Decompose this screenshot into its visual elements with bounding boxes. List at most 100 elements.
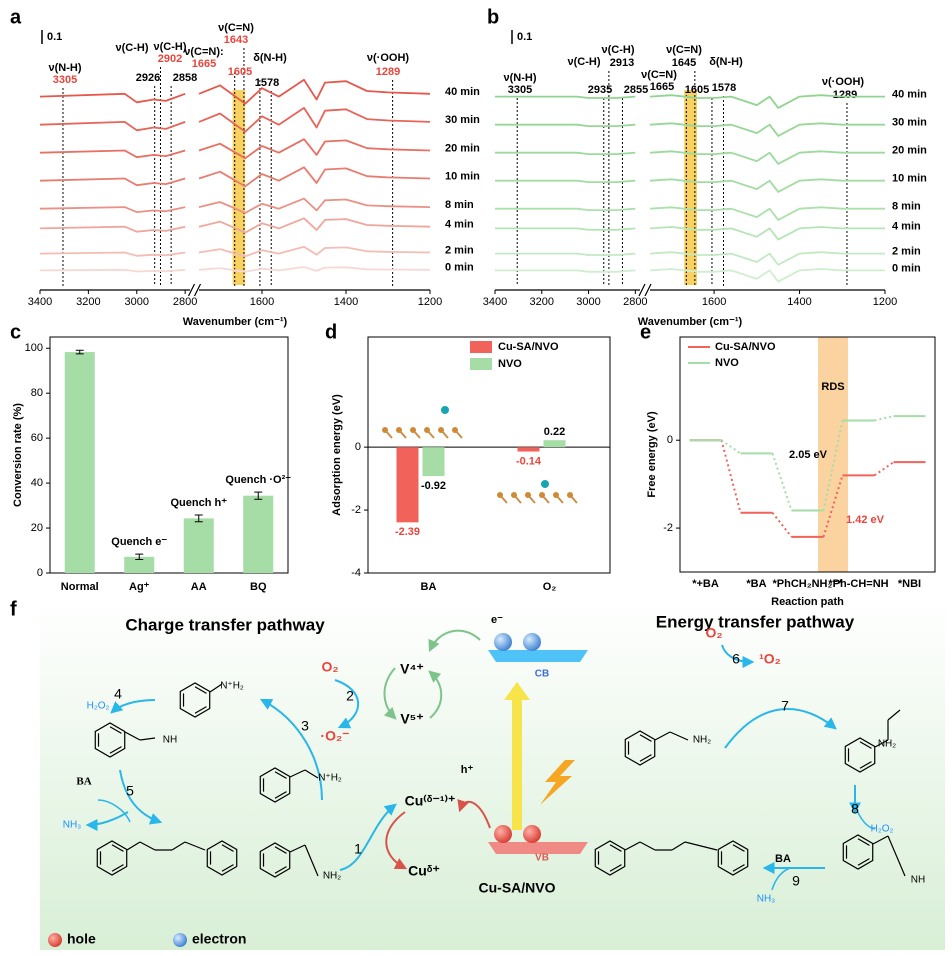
scheme-label: N⁺H₂ (220, 681, 244, 692)
scheme-label: NH₂ (878, 739, 896, 750)
series-label: 30 min (892, 117, 927, 129)
rds-label: RDS (821, 381, 844, 393)
peak-label: ν(C=N) (218, 22, 254, 34)
energy-connector (720, 439, 742, 455)
x-tick-label: 2800 (173, 296, 197, 308)
peak-label: ν(N-H) (49, 62, 82, 74)
legend-swatch (470, 358, 492, 370)
arrow (854, 804, 876, 830)
ring-double-bond (109, 726, 122, 734)
series-label: 0 min (445, 262, 474, 274)
x-tick-label: 2800 (623, 296, 647, 308)
series-label: 4 min (445, 219, 474, 231)
bond (669, 731, 689, 741)
peak-label: ν(N-H) (504, 72, 537, 84)
bond (289, 769, 306, 778)
x-tick-label: 3200 (530, 296, 554, 308)
bond (639, 841, 656, 851)
x-tick-label: 1400 (787, 296, 811, 308)
energy-annotation: 1.42 eV (846, 514, 885, 526)
series-label: 2 min (445, 244, 474, 256)
arrow (771, 867, 791, 891)
arrow (724, 708, 837, 749)
peak-value: 1289 (376, 66, 400, 78)
x-tick-label: O₂ (543, 581, 557, 593)
x-tick-label: *BA (746, 578, 766, 590)
plot-frame (49, 336, 289, 574)
arrow (428, 670, 443, 719)
spectrum-line (649, 206, 885, 221)
spectrum-line (39, 268, 186, 273)
legend-label: hole (67, 931, 96, 947)
peak-value: 1605 (228, 66, 252, 78)
ring-double-bond (194, 706, 207, 714)
arrow (339, 803, 397, 871)
highlight-band (232, 90, 246, 285)
spectrum-line (198, 138, 431, 160)
x-tick-label: BQ (250, 581, 267, 593)
scheme-title: Energy transfer pathway (656, 612, 855, 631)
spectrum-line (495, 123, 636, 127)
bond (289, 844, 306, 853)
spectrum-line (198, 217, 431, 234)
arrow (85, 811, 129, 831)
scale-bar-label: 0.1 (47, 31, 62, 43)
bond (124, 731, 141, 741)
scheme-label: VB (535, 853, 549, 864)
y-tick-label: 0 (355, 441, 361, 453)
x-axis-label: Wavenumber (cm⁻¹) (183, 316, 288, 328)
peak-label: ν(C-H) (116, 42, 149, 54)
electron (494, 633, 512, 651)
series-label: 8 min (892, 201, 921, 213)
legend-label: Cu-SA/NVO (498, 341, 559, 353)
ring-double-bond (109, 746, 122, 754)
peak-value: 2935 (588, 84, 612, 96)
bar (64, 352, 95, 573)
y-tick-label: -2 (663, 522, 673, 534)
spectrum-line (649, 150, 885, 165)
axis-break (638, 283, 646, 297)
arrow (110, 699, 156, 714)
scheme-label: 6 (732, 651, 740, 667)
scheme-label: BA (775, 853, 791, 865)
legend-label: Cu-SA/NVO (715, 341, 776, 353)
series-label: 40 min (892, 89, 927, 101)
benzene-ring (844, 737, 876, 773)
scheme-label: NH₂ (323, 871, 341, 882)
scheme-label: Cu-SA/NVO (479, 880, 556, 896)
series-label: 0 min (892, 262, 921, 274)
bond (654, 731, 671, 741)
scheme-label: e⁻ (491, 614, 503, 626)
energy-annotation: 2.05 eV (789, 449, 828, 461)
energy-connector (720, 439, 742, 513)
arrow (334, 679, 360, 729)
bar (543, 440, 566, 448)
peak-value: 1665 (650, 81, 674, 93)
y-tick-label: 60 (31, 432, 43, 444)
legend-label: electron (192, 931, 246, 947)
ring-double-bond (639, 734, 652, 742)
peak-label: ν(C-H) (568, 56, 601, 68)
peak-value: 1643 (224, 34, 248, 46)
bar-annotation: Quench e⁻ (111, 536, 167, 548)
ring-double-bond (111, 844, 124, 852)
arrow (97, 799, 131, 823)
scheme-label: NH₃ (757, 894, 776, 905)
spectrum-line (198, 266, 431, 273)
legend-swatch (470, 341, 492, 353)
value-label: -0.92 (421, 480, 446, 492)
y-tick-label: 0 (37, 567, 43, 579)
arrow (457, 798, 491, 829)
y-tick-label: 0 (667, 434, 673, 446)
arrow (385, 811, 408, 870)
panel-label: d (325, 321, 337, 343)
spectrum-line (39, 121, 186, 132)
bond (887, 835, 906, 877)
peak-label: ν(C-H) (602, 44, 635, 56)
benzene-ring (259, 842, 291, 878)
spectrum-line (495, 179, 636, 183)
benzene-ring (594, 840, 626, 876)
value-label: -0.14 (516, 455, 542, 467)
molecule-atom (410, 427, 416, 433)
spectrum-line (39, 92, 186, 104)
